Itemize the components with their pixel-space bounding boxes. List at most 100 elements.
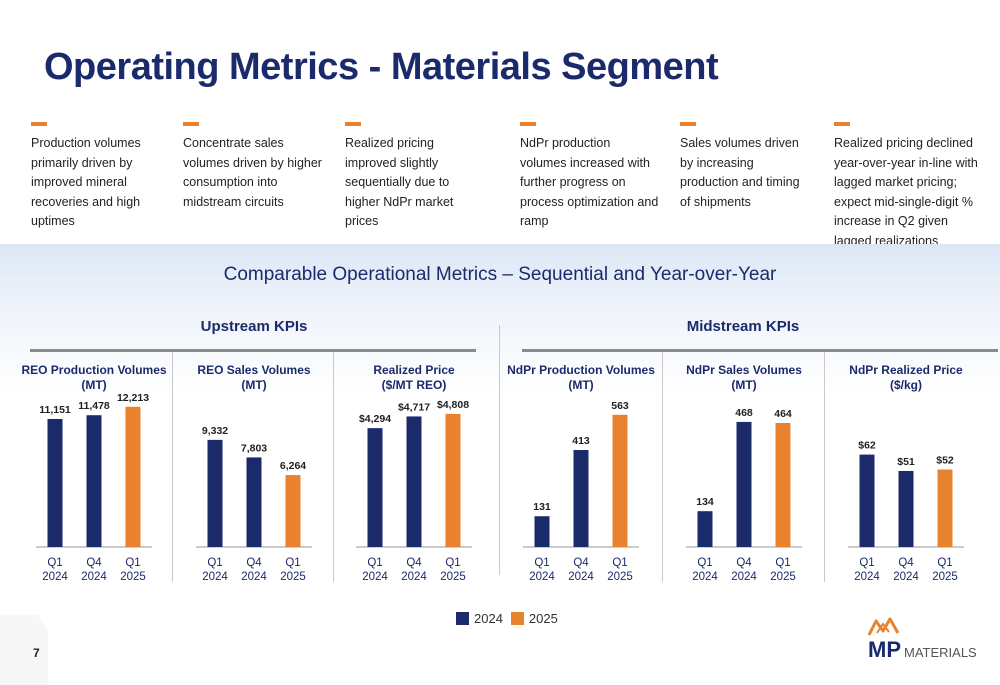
chart-title: REO Sales Volumes [197,363,310,377]
data-label: $4,808 [437,399,469,411]
data-label: $4,717 [398,401,430,413]
data-label: 6,264 [280,460,306,472]
data-label: 12,213 [117,392,149,404]
tick-label: 2024 [81,571,107,583]
tick-label: Q1 [859,557,874,569]
tick-label: 2024 [568,571,594,583]
tick-label: 2025 [280,571,306,583]
legend-label: 2025 [528,611,558,626]
panel-separator [333,352,334,582]
panel-separator [662,352,663,582]
tick-label: 2024 [202,571,228,583]
tick-label: Q1 [534,557,549,569]
bullet-ndpr-sales: Sales volumes driven by increasing produ… [680,122,805,212]
data-label: $62 [858,440,876,452]
legend-label: 2024 [474,611,503,626]
bullet-dash [834,122,850,126]
bullet-dash [183,122,199,126]
section-separator [499,325,500,575]
data-label: 468 [735,407,753,419]
legend: 2024 2025 [456,611,566,626]
chart-subtitle: Comparable Operational Metrics – Sequent… [223,264,777,285]
tick-label: 2024 [241,571,267,583]
bullet-dash [31,122,47,126]
tick-label: 2025 [607,571,633,583]
bar [937,469,953,547]
chart-title: ($/kg) [890,378,922,392]
tick-label: Q1 [207,557,222,569]
data-label: 413 [572,435,590,447]
bullet-ndpr-price: Realized pricing declined year-over-year… [834,122,979,251]
legend-swatch [456,612,469,625]
tick-label: Q1 [612,557,627,569]
bar [534,516,550,547]
tick-label: Q4 [573,557,589,569]
tick-label: Q1 [47,557,62,569]
bullet-text: NdPr production volumes increased with f… [520,136,659,228]
tick-label: 2025 [440,571,466,583]
background-band [0,244,1000,685]
data-label: 563 [611,400,629,412]
bar [207,439,223,547]
tick-label: 2024 [42,571,68,583]
tick-label: 2025 [770,571,796,583]
chart-title: (MT) [731,378,756,392]
tick-label: Q1 [445,557,460,569]
bullet-text: Realized pricing improved slightly seque… [345,136,454,228]
tick-label: Q1 [697,557,712,569]
tick-label: Q4 [86,557,102,569]
section-midstream: Midstream KPIs [686,318,800,335]
tick-label: Q1 [367,557,382,569]
tick-label: 2024 [401,571,427,583]
data-label: 464 [774,408,792,420]
logo-word: MATERIALS [904,645,977,660]
data-label: 134 [696,496,714,508]
bullet-text: Concentrate sales volumes driven by high… [183,136,322,209]
legend-item: 2025 [510,611,558,626]
data-label: 7,803 [241,442,267,454]
legend-swatch [510,612,524,625]
chart-title: (MT) [568,378,593,392]
chart-title: (MT) [241,378,266,392]
chart-title: ($/MT REO) [382,378,447,392]
bullet-text: Sales volumes driven by increasing produ… [680,136,800,209]
chart-title: Realized Price [373,363,455,377]
bar [125,406,141,547]
bar [612,414,628,547]
tick-label: Q1 [125,557,140,569]
tick-label: Q4 [736,557,752,569]
data-label: 11,151 [39,404,71,416]
tick-label: 2024 [854,571,880,583]
bullet-dash [520,122,536,126]
tick-label: 2024 [529,571,555,583]
bar [47,418,63,547]
chart-title: (MT) [81,378,106,392]
section-divider [30,349,476,352]
bullet-dash [345,122,361,126]
logo-text: MP MATERIALS [868,637,977,663]
data-label: $4,294 [359,413,391,425]
logo-mark: MP [868,637,901,662]
bar [246,457,262,547]
bar [736,421,752,547]
chart-title: NdPr Sales Volumes [686,363,802,377]
tick-label: 2025 [120,571,146,583]
chart-title: NdPr Production Volumes [507,363,655,377]
bullet-text: Production volumes primarily driven by i… [31,136,141,228]
data-label: 11,478 [78,400,110,412]
tick-label: Q4 [406,557,422,569]
data-label: $52 [936,455,954,467]
tick-label: Q4 [246,557,262,569]
legend-item: 2024 [456,611,503,626]
bullet-realized-price: Realized pricing improved slightly seque… [345,122,483,232]
page-tab [0,615,48,685]
bar [898,470,914,547]
tick-label: Q1 [285,557,300,569]
mp-materials-logo-icon [867,617,900,636]
chart-title: NdPr Realized Price [849,363,963,377]
bar [445,413,461,547]
bar [285,475,301,547]
bullet-dash [680,122,696,126]
bar [859,454,875,547]
